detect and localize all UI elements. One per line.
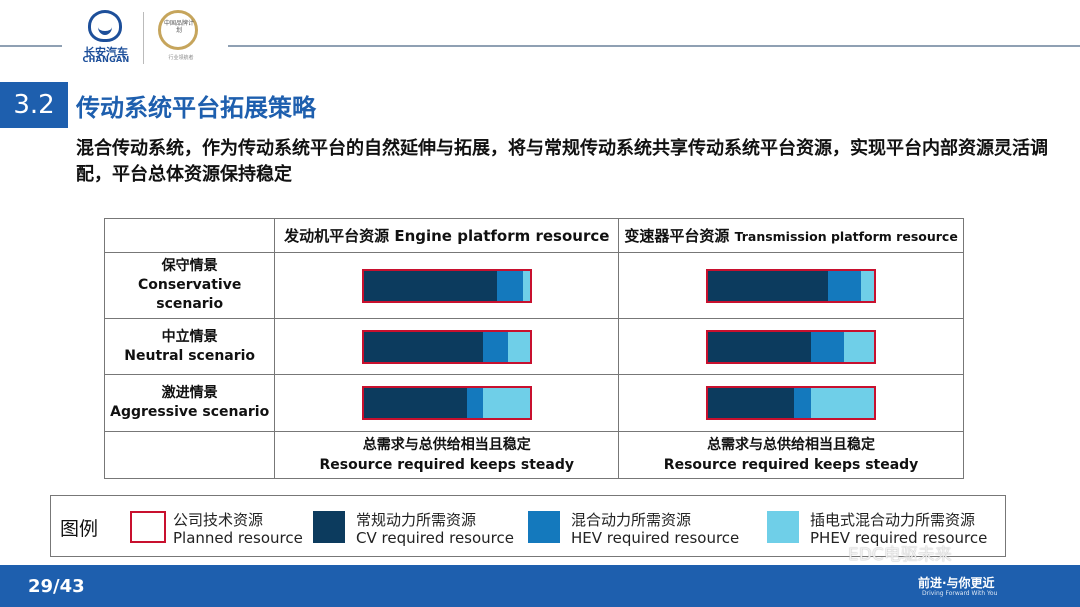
row-label-cn: 保守情景 (161, 258, 218, 274)
brand-plan-badge-icon (158, 10, 198, 50)
legend-cv-en: CV required resource (356, 529, 514, 547)
resource-bar (361, 329, 532, 364)
header-engine: 发动机平台资源 Engine platform resource (274, 218, 620, 253)
bar-segment-cv (708, 331, 811, 362)
badge-foot: 行业领航者 (168, 55, 194, 61)
row-label-en: Neutral scenario (124, 347, 256, 364)
row-label-en: Aggressive scenario (110, 404, 270, 420)
legend-box (50, 495, 1006, 557)
footer-transmission: 总需求与总供给相当且稳定 Resource required keeps ste… (618, 431, 964, 479)
footer-empty-cell (103, 431, 276, 479)
row-label-cn: 中立情景 (161, 328, 218, 345)
slogan-en: Driving Forward With You (922, 590, 998, 597)
row-header-neutral: 中立情景 Neutral scenario (103, 318, 276, 375)
bar-segment-hev (827, 270, 861, 301)
bar-segment-phev (508, 331, 530, 362)
bar-segment-phev (810, 388, 875, 418)
bar-segment-cv (708, 388, 795, 418)
footer-en: Resource required keeps steady (319, 457, 574, 473)
header-rule-left (0, 45, 62, 47)
resource-bar (361, 268, 532, 303)
section-number: 3.2 (0, 82, 68, 128)
resource-bar (706, 386, 877, 420)
legend-planned-cn: 公司技术资源 (173, 511, 264, 529)
legend-swatch-planned (130, 511, 166, 543)
resource-bar (361, 386, 532, 420)
cell-engine-neutral (274, 318, 620, 375)
legend-planned-en: Planned resource (173, 529, 303, 547)
bar-segment-cv (363, 331, 484, 362)
cell-engine-conservative (274, 252, 620, 319)
legend-phev-cn: 插电式混合动力所需资源 (810, 511, 976, 529)
header-transmission-cn: 变速器平台资源 (624, 227, 730, 245)
bar-segment-phev (860, 270, 875, 301)
bar-segment-hev (483, 331, 509, 362)
description-text: 混合传动系统，作为传动系统平台的自然延伸与拓展，将与常规传动系统共享传动系统平台… (76, 138, 1048, 185)
cell-transmission-aggressive (618, 374, 964, 432)
changan-logo-icon (88, 10, 122, 42)
resource-bar (706, 329, 877, 364)
row-header-aggressive: 激进情景 Aggressive scenario (103, 374, 276, 432)
legend-swatch-phev (767, 511, 799, 543)
page-number: 29/43 (28, 576, 85, 597)
logo-divider (143, 12, 144, 64)
slogan-cn: 前进·与你更近 (918, 576, 995, 590)
header-transmission-en: Transmission platform resource (734, 229, 958, 244)
footer-cn: 总需求与总供给相当且稳定 (362, 437, 531, 453)
resource-bar (706, 268, 877, 303)
footer-en: Resource required keeps steady (663, 457, 919, 473)
bar-segment-cv (708, 270, 828, 301)
footer-engine: 总需求与总供给相当且稳定 Resource required keeps ste… (274, 431, 620, 479)
bar-segment-hev (466, 388, 484, 418)
legend-phev-en: PHEV required resource (810, 529, 988, 547)
bar-segment-phev (844, 331, 875, 362)
legend-hev-en: HEV required resource (571, 529, 740, 547)
bar-segment-phev (523, 270, 530, 301)
cell-engine-aggressive (274, 374, 620, 432)
cell-transmission-conservative (618, 252, 964, 319)
section-title: 传动系统平台拓展策略 (76, 94, 316, 122)
brand-name-en: CHANGAN (82, 55, 130, 64)
bar-segment-hev (794, 388, 811, 418)
row-header-conservative: 保守情景 Conservative scenario (103, 252, 276, 319)
footer-bar (0, 565, 1080, 607)
footer-cn: 总需求与总供给相当且稳定 (707, 437, 876, 453)
legend-title: 图例 (60, 518, 99, 540)
watermark: EDC电驱未来 (848, 545, 952, 565)
bar-segment-cv (363, 388, 467, 418)
bar-segment-hev (810, 331, 845, 362)
legend-swatch-hev (528, 511, 560, 543)
resource-table: 发动机平台资源 Engine platform resource 变速器平台资源… (103, 218, 964, 479)
legend-swatch-cv (313, 511, 345, 543)
badge-text: 中国品牌计划 (163, 20, 194, 34)
brand-name-cn: 长安汽车 (84, 46, 128, 59)
row-label-cn: 激进情景 (161, 385, 218, 401)
header-engine-cn: 发动机平台资源 (284, 227, 390, 245)
legend-hev-cn: 混合动力所需资源 (571, 511, 692, 529)
bar-segment-hev (496, 270, 524, 301)
legend-cv-cn: 常规动力所需资源 (356, 511, 477, 529)
row-label-en: Conservative scenario (138, 277, 242, 312)
header-rule-right (228, 45, 1080, 47)
header-transmission: 变速器平台资源 Transmission platform resource (618, 218, 964, 253)
bar-segment-cv (363, 270, 497, 301)
header-engine-en: Engine platform resource (394, 227, 610, 245)
bar-segment-phev (483, 388, 530, 418)
table-corner (103, 218, 276, 253)
cell-transmission-neutral (618, 318, 964, 375)
